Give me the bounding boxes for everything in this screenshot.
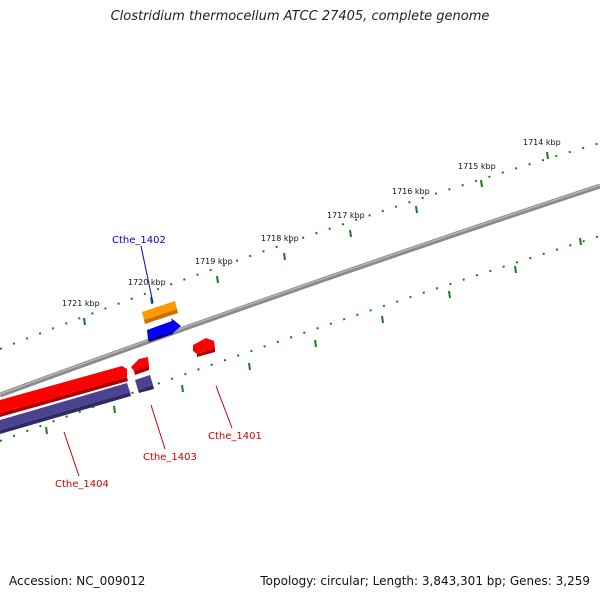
backbone-ring (0, 183, 600, 398)
scale-label-1718: 1718 kbp (261, 234, 299, 243)
scale-label-1714: 1714 kbp (523, 138, 561, 147)
inner-major-ticks (45, 237, 582, 435)
cthe-1404-orf-feature[interactable] (0, 383, 131, 434)
gene-label-cthe-1402[interactable]: Cthe_1402 (112, 235, 166, 246)
scale-label-1721: 1721 kbp (62, 299, 100, 308)
gene-label-cthe-1404[interactable]: Cthe_1404 (55, 479, 109, 490)
genome-stats-label: Topology: circular; Length: 3,843,301 bp… (260, 574, 590, 588)
cthe-1404-cds-feature[interactable] (0, 366, 128, 417)
scale-label-1717: 1717 kbp (327, 211, 365, 220)
gene-label-cthe-1401[interactable]: Cthe_1401 (208, 431, 262, 442)
scale-label-1716: 1716 kbp (392, 187, 430, 196)
cthe-1401-cds-feature[interactable] (193, 338, 215, 357)
cthe-1402-leader-line (140, 245, 154, 304)
scale-labels: 1714 kbp 1715 kbp 1716 kbp 1717 kbp 1718… (62, 138, 561, 308)
cthe-1404-leader-line (63, 431, 80, 477)
cthe-1403-orf-feature[interactable] (135, 375, 154, 393)
inner-scale-ring (0, 235, 600, 442)
genome-title: Clostridium thermocellum ATCC 27405, com… (110, 9, 490, 24)
cthe-1402-orf-feature[interactable] (142, 301, 178, 324)
scale-label-1719: 1719 kbp (195, 257, 233, 266)
outer-scale-ring (0, 142, 600, 350)
backbone-ring-highlight (0, 184, 600, 395)
gene-label-cthe-1403[interactable]: Cthe_1403 (143, 452, 197, 463)
cthe-1403-cds-feature[interactable] (131, 357, 149, 375)
scale-label-1720: 1720 kbp (128, 278, 166, 287)
outer-major-ticks (83, 151, 549, 326)
scale-label-1715: 1715 kbp (458, 162, 496, 171)
cthe-1403-leader-line (150, 404, 166, 450)
cthe-1402-cds-feature[interactable] (147, 318, 181, 342)
accession-label: Accession: NC_009012 (9, 574, 146, 588)
cthe-1401-leader-line (215, 385, 233, 429)
